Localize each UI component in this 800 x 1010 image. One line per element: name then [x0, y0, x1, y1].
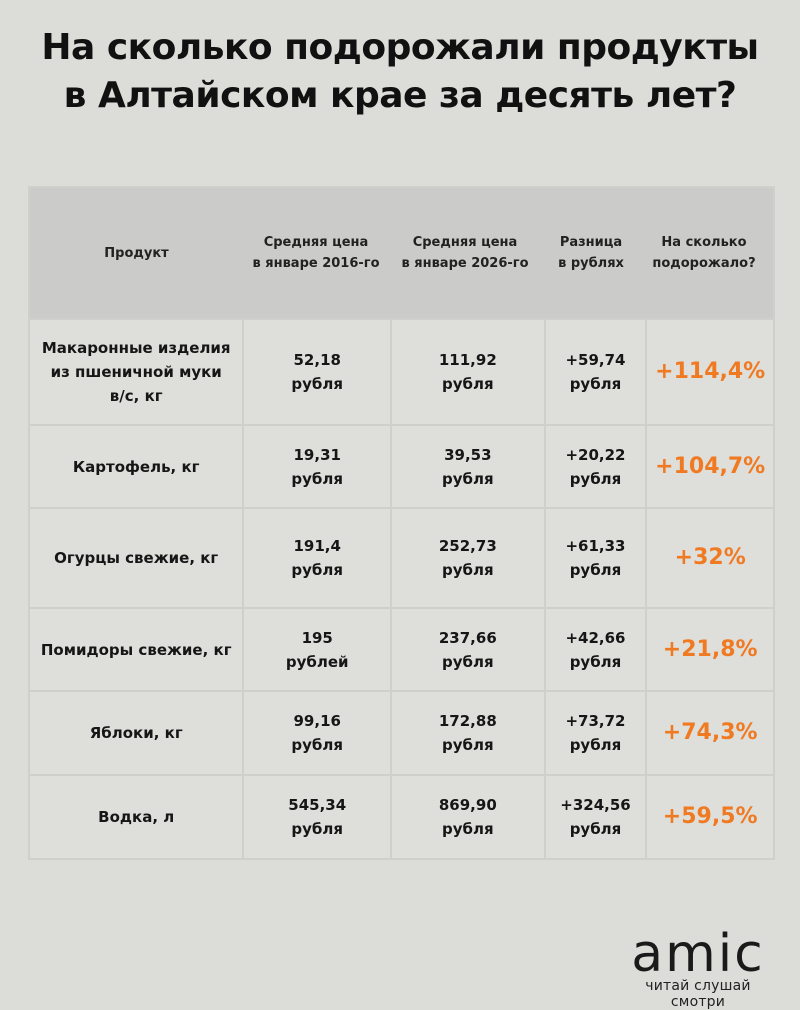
table-header: Продукт Средняя цена в январе 2016-го Ср… [30, 188, 773, 320]
price-diff: +20,22 рубля [546, 426, 648, 507]
percent-increase: +59,5% [662, 804, 758, 829]
table-row: Картофель, кг 19,31 рубля 39,53 рубля +2… [30, 426, 773, 509]
price-diff: +324,56 рубля [546, 776, 648, 858]
table-row: Водка, л 545,34 рубля 869,90 рубля +324,… [30, 776, 773, 858]
page-title: На сколько подорожали продукты в Алтайск… [0, 24, 800, 120]
amic-logo: amic читай слушай смотри [618, 924, 778, 1010]
price-2016: 52,18 рубля [244, 320, 393, 424]
product-name: Макаронные изделия из пшеничной муки в/с… [30, 320, 245, 424]
price-2016: 99,16 рубля [244, 692, 393, 774]
price-diff: +59,74 рубля [546, 320, 648, 424]
price-2026: 237,66 рубля [392, 609, 546, 690]
percent-increase: +21,8% [662, 636, 758, 662]
percent-increase: +74,3% [662, 720, 758, 745]
price-diff: +42,66 рубля [546, 609, 648, 690]
header-product: Продукт [104, 245, 169, 261]
title-line-2: в Алтайском крае за десять лет? [63, 75, 737, 116]
percent-increase: +114,4% [655, 359, 766, 384]
header-percent: На сколько подорожало? [652, 235, 756, 271]
table-row: Помидоры свежие, кг 195 рублей 237,66 ру… [30, 609, 773, 692]
price-table: Продукт Средняя цена в январе 2016-го Ср… [28, 186, 775, 860]
product-name: Картофель, кг [30, 426, 245, 507]
price-2026: 869,90 рубля [392, 776, 546, 858]
price-2026: 39,53 рубля [392, 426, 546, 507]
table-row: Огурцы свежие, кг 191,4 рубля 252,73 руб… [30, 509, 773, 609]
percent-increase: +32% [674, 545, 746, 570]
price-2016: 191,4 рубля [244, 509, 393, 607]
price-diff: +73,72 рубля [546, 692, 648, 774]
product-name: Яблоки, кг [30, 692, 245, 774]
price-2016: 195 рублей [244, 609, 393, 690]
logo-wordmark: amic [631, 924, 765, 984]
product-name: Водка, л [30, 776, 245, 858]
table-row: Яблоки, кг 99,16 рубля 172,88 рубля +73,… [30, 692, 773, 776]
price-2016: 545,34 рубля [244, 776, 393, 858]
header-diff: Разница в рублях [558, 235, 624, 271]
header-price-2016: Средняя цена в январе 2016-го [252, 235, 380, 271]
price-diff: +61,33 рубля [546, 509, 648, 607]
header-price-2026: Средняя цена в январе 2026-го [401, 235, 529, 271]
table-row: Макаронные изделия из пшеничной муки в/с… [30, 320, 773, 426]
title-line-1: На сколько подорожали продукты [41, 27, 759, 68]
percent-increase: +104,7% [655, 453, 766, 479]
price-2026: 111,92 рубля [392, 320, 546, 424]
price-2026: 252,73 рубля [392, 509, 546, 607]
product-name: Огурцы свежие, кг [30, 509, 245, 607]
price-2026: 172,88 рубля [392, 692, 546, 774]
product-name: Помидоры свежие, кг [30, 609, 245, 690]
price-2016: 19,31 рубля [244, 426, 393, 507]
